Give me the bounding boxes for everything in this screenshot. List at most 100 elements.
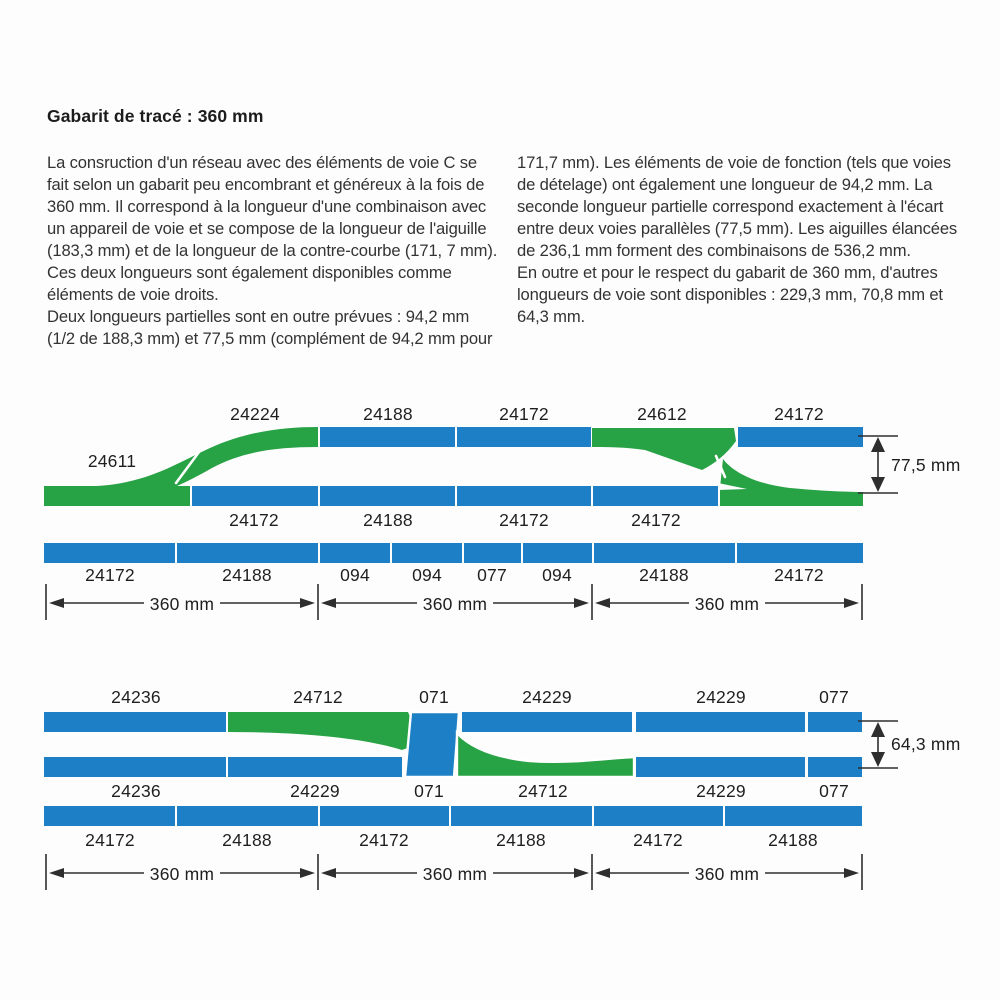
- track-segment: [451, 806, 592, 826]
- track-curve-lower-right: [720, 459, 863, 506]
- text-line: seconde longueur partielle correspond ex…: [517, 197, 944, 216]
- text-line: Deux longueurs partielles sont en outre …: [47, 307, 470, 326]
- text-line: En outre et pour le respect du gabarit d…: [517, 263, 938, 282]
- part-label: 24188: [363, 510, 413, 530]
- dimension-360-chain: 360 mm 360 mm 360 mm: [45, 584, 863, 620]
- track-crossing-071: [403, 710, 461, 779]
- text-line: Ces deux longueurs sont également dispon…: [47, 263, 452, 282]
- part-label: 24188: [363, 404, 413, 424]
- part-label: 24229: [696, 781, 746, 801]
- track-segment: [737, 543, 863, 563]
- page-title: Gabarit de tracé : 360 mm: [47, 106, 264, 126]
- dimension-360-chain: 360 mm 360 mm 360 mm: [45, 854, 863, 890]
- track-segment: [320, 806, 449, 826]
- track-segment: [44, 757, 226, 777]
- text-column-right: 171,7 mm). Les éléments de voie de fonct…: [517, 152, 957, 328]
- dimension-label: 360 mm: [423, 864, 487, 884]
- track-segment: [636, 757, 805, 777]
- text-line: La consruction d'un réseau avec des élém…: [47, 153, 478, 172]
- track-segment: [457, 486, 591, 506]
- diagram-double-junction: 24236 24712 071 24229 24229 077 24236 24…: [44, 687, 960, 890]
- part-label: 24229: [696, 687, 746, 707]
- dimension-label: 77,5 mm: [891, 455, 960, 475]
- text-line: longueurs de voie sont disponibles : 229…: [517, 285, 943, 304]
- track-curve-24224: [96, 427, 318, 486]
- dimension-label: 360 mm: [695, 594, 759, 614]
- part-label: 24611: [88, 451, 136, 471]
- part-label: 24172: [85, 565, 135, 585]
- text-line: de dételage) ont également une longueur …: [517, 175, 933, 194]
- track-segment: [523, 543, 592, 563]
- dimension-label: 64,3 mm: [891, 734, 960, 754]
- track-segment: [808, 757, 862, 777]
- track-segment: [594, 806, 723, 826]
- dimension-label: 360 mm: [695, 864, 759, 884]
- diagram-passing-loop: 24611 24224 24188 24172 24612 24172 2417…: [44, 404, 960, 620]
- part-label: 24172: [631, 510, 681, 530]
- part-label: 24229: [522, 687, 572, 707]
- part-label: 24188: [639, 565, 689, 585]
- track-segment: [636, 712, 805, 732]
- blue-track-pieces: [44, 427, 863, 563]
- track-segment: [320, 486, 455, 506]
- dimension-label: 360 mm: [150, 594, 214, 614]
- green-track-pieces: [228, 712, 421, 750]
- part-label: 24612: [637, 404, 687, 424]
- blue-track-pieces: [44, 710, 862, 826]
- green-track-pieces: [455, 729, 636, 779]
- track-joint: [174, 450, 201, 485]
- text-line: (183,3 mm) et de la longueur de la contr…: [47, 241, 498, 260]
- text-line: 171,7 mm). Les éléments de voie de fonct…: [517, 153, 951, 172]
- track-segment: [192, 486, 318, 506]
- part-label: 071: [419, 687, 449, 707]
- text-line: de 236,1 mm forment des combinaisons de …: [517, 241, 911, 260]
- text-line: 64,3 mm.: [517, 307, 585, 326]
- part-label: 24172: [774, 565, 824, 585]
- part-label: 24172: [633, 830, 683, 850]
- track-turnout-24712-lower: [455, 729, 636, 779]
- part-label: 24188: [768, 830, 818, 850]
- part-label: 077: [819, 687, 849, 707]
- part-label: 094: [542, 565, 572, 585]
- part-label: 24712: [518, 781, 568, 801]
- track-segment-green: [44, 486, 190, 506]
- dimension-track-spacing: 64,3 mm: [858, 720, 960, 769]
- part-label: 24172: [499, 510, 549, 530]
- track-segment: [594, 543, 735, 563]
- part-label: 24236: [111, 687, 161, 707]
- track-segment: [177, 806, 318, 826]
- dimension-label: 360 mm: [150, 864, 214, 884]
- part-label: 24712: [293, 687, 343, 707]
- green-track-pieces: [44, 427, 863, 506]
- part-label: 077: [819, 781, 849, 801]
- track-joint-notch: [718, 483, 747, 490]
- track-segment: [725, 806, 862, 826]
- track-segment: [44, 712, 226, 732]
- part-label: 24172: [774, 404, 824, 424]
- track-turnout-24612: [592, 428, 736, 470]
- track-segment: [44, 543, 175, 563]
- track-segment: [320, 427, 455, 447]
- part-label: 24188: [222, 830, 272, 850]
- part-label: 24236: [111, 781, 161, 801]
- part-label: 24188: [222, 565, 272, 585]
- text-line: un appareil de voie et se compose de la …: [47, 219, 487, 238]
- track-segment: [177, 543, 318, 563]
- track-segment: [320, 543, 390, 563]
- track-segment: [44, 806, 175, 826]
- track-segment: [738, 427, 863, 447]
- track-segment: [808, 712, 862, 732]
- track-joint: [714, 454, 727, 479]
- part-label: 24229: [290, 781, 340, 801]
- track-segment: [457, 427, 591, 447]
- track-segment: [593, 486, 718, 506]
- text-line: 360 mm. Il correspond à la longueur d'un…: [47, 197, 487, 216]
- track-segment: [228, 757, 402, 777]
- dimension-track-spacing: 77,5 mm: [858, 435, 960, 494]
- part-label: 24224: [230, 404, 280, 424]
- dimension-label: 360 mm: [423, 594, 487, 614]
- part-label: 24172: [85, 830, 135, 850]
- part-label: 24172: [229, 510, 279, 530]
- track-segment: [464, 543, 521, 563]
